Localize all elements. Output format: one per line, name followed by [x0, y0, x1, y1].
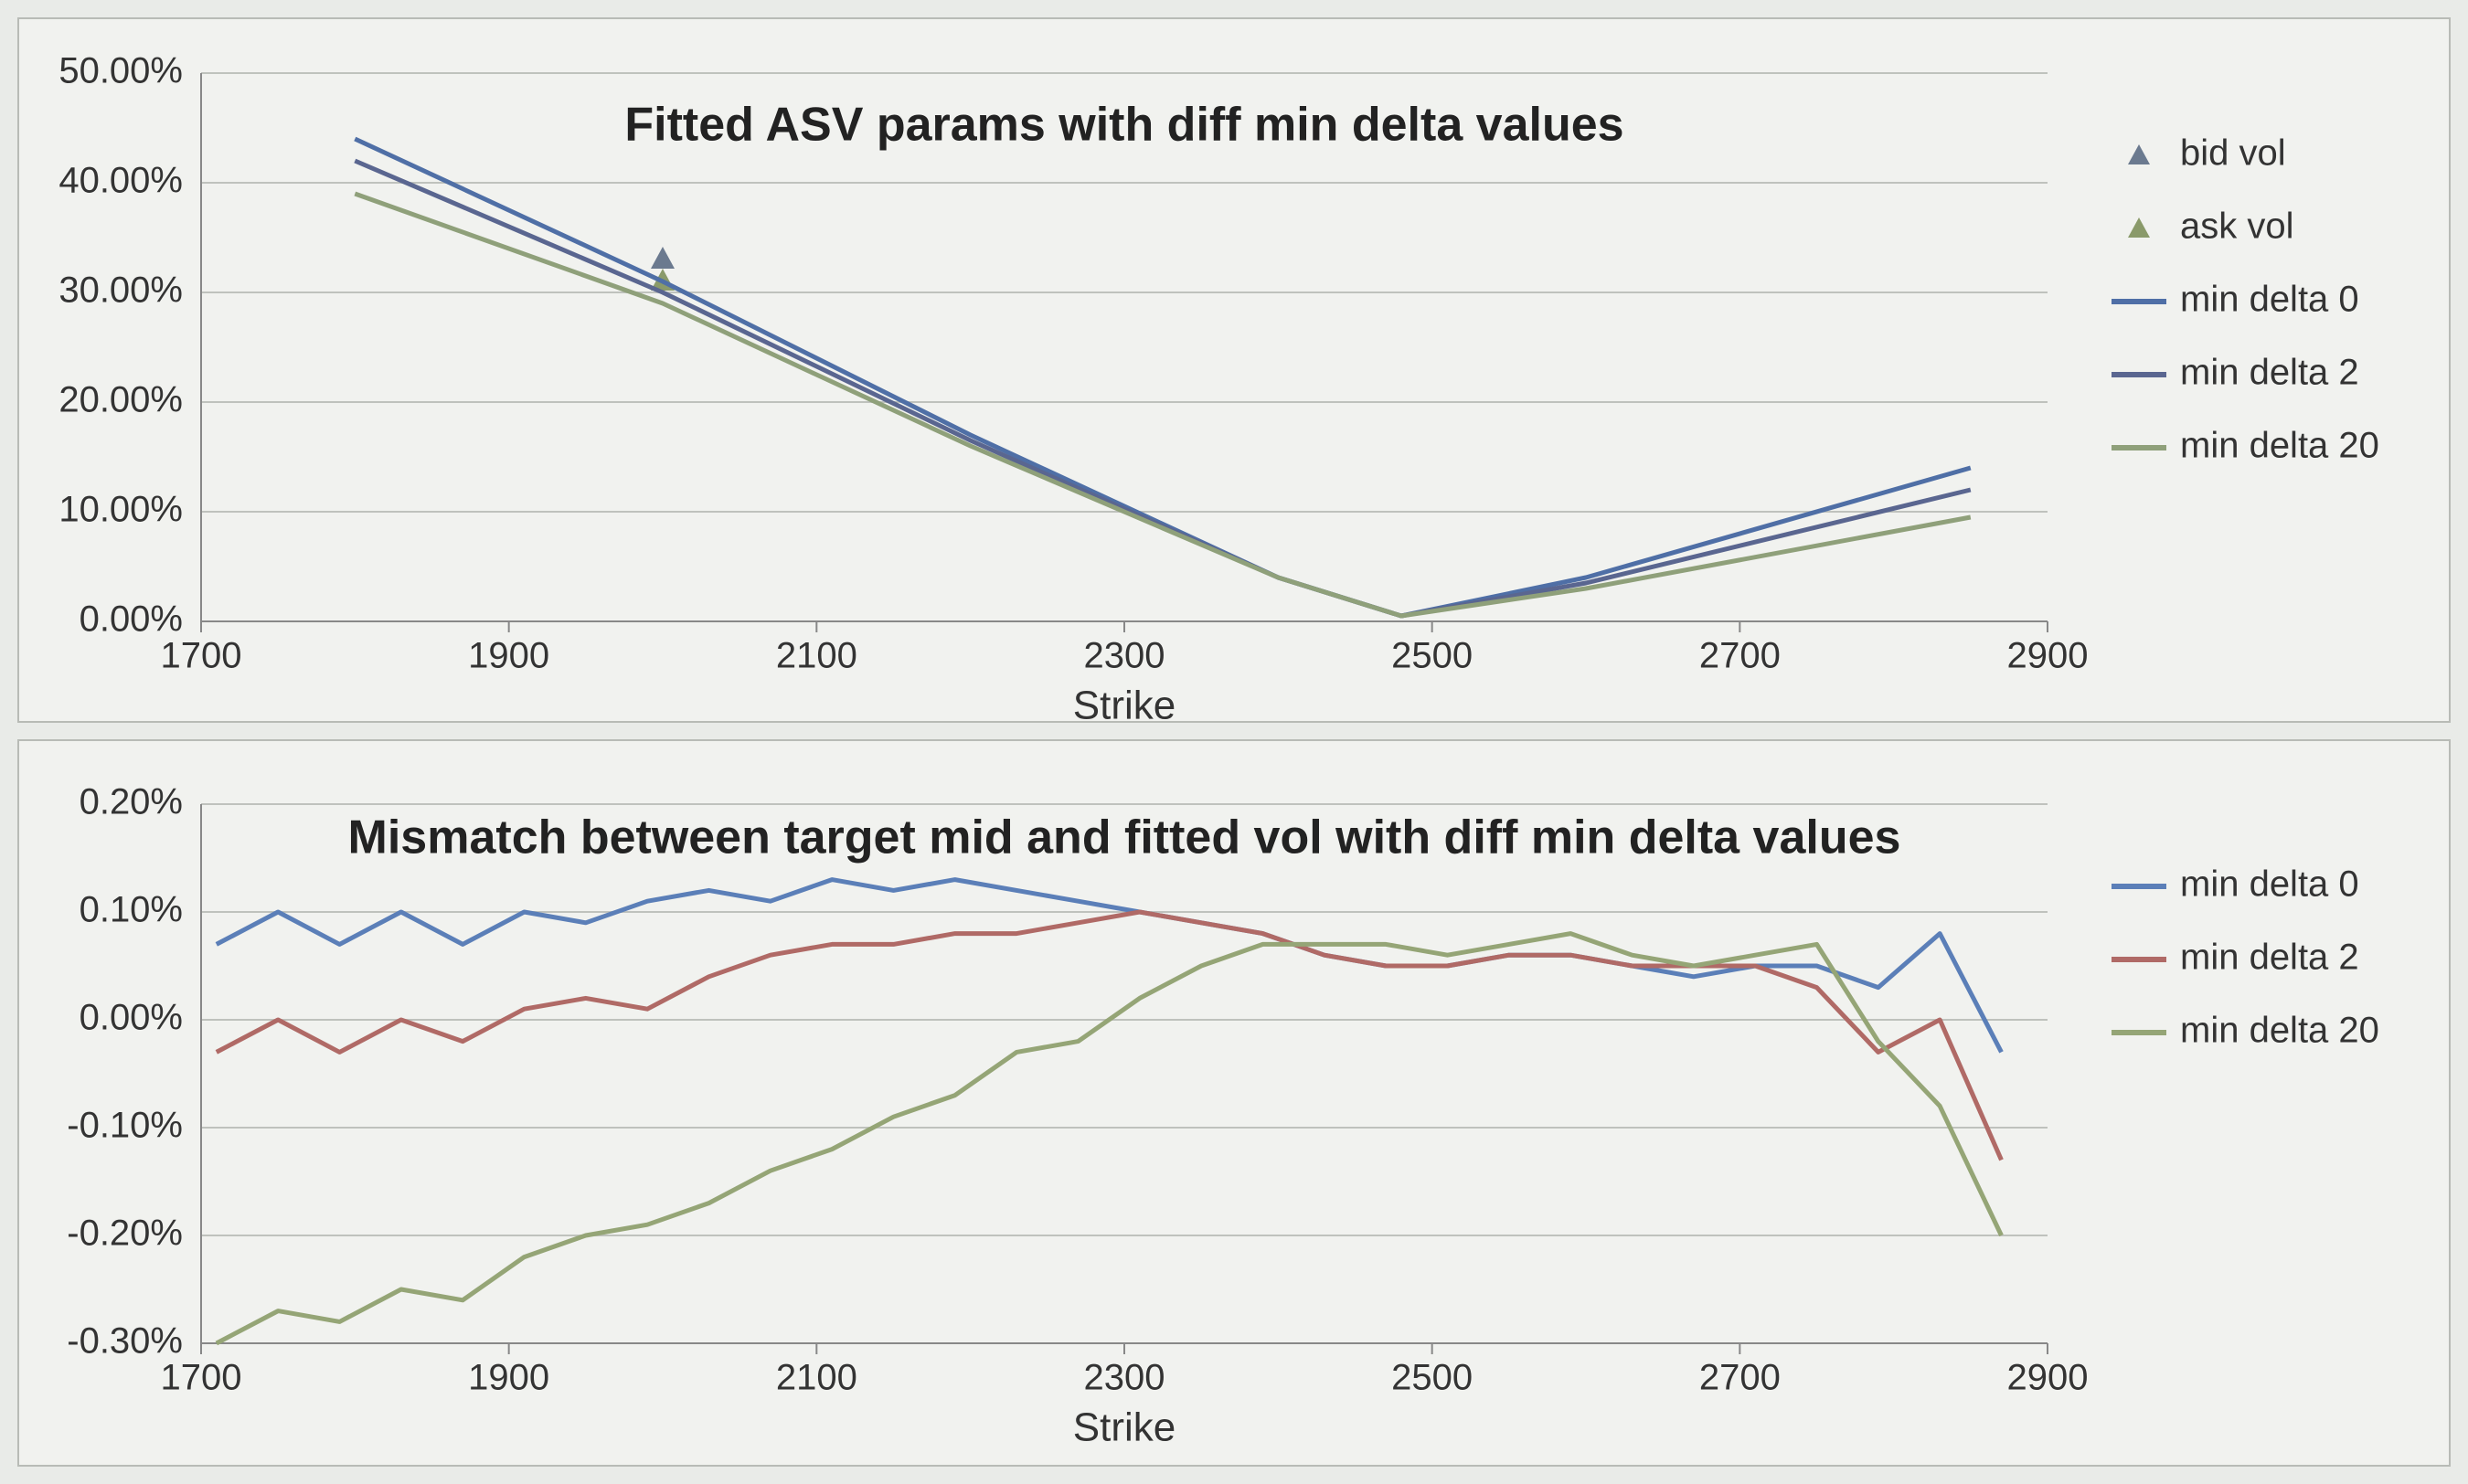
x-tick-label: 2300 [1084, 1358, 1165, 1398]
data-marker [651, 247, 675, 269]
legend-label: min delta 0 [2180, 280, 2359, 320]
x-tick-label: 2500 [1391, 636, 1473, 676]
legend-label: min delta 0 [2180, 864, 2359, 905]
chart-title: Mismatch between target mid and fitted v… [348, 811, 1901, 864]
legend-swatch [2128, 217, 2150, 238]
chart-title: Fitted ASV params with diff min delta va… [624, 99, 1623, 152]
x-tick-label: 2900 [2007, 636, 2089, 676]
x-axis-title: Strike [1073, 684, 1175, 728]
y-tick-label: 30.00% [59, 270, 183, 311]
y-tick-label: -0.10% [67, 1106, 183, 1146]
y-tick-label: 0.00% [80, 599, 183, 640]
x-tick-label: 2100 [776, 1358, 857, 1398]
y-tick-label: 40.00% [59, 161, 183, 201]
legend-swatch [2128, 144, 2150, 164]
chart-panel [17, 17, 2451, 723]
y-tick-label: -0.30% [67, 1321, 183, 1362]
x-tick-label: 1900 [468, 636, 549, 676]
x-tick-label: 2700 [1699, 1358, 1781, 1398]
y-tick-label: 0.10% [80, 890, 183, 930]
chart-panel [17, 739, 2451, 1467]
x-tick-label: 2100 [776, 636, 857, 676]
y-tick-label: 20.00% [59, 380, 183, 420]
x-tick-label: 1900 [468, 1358, 549, 1398]
legend-label: min delta 20 [2180, 426, 2379, 466]
legend-label: min delta 20 [2180, 1011, 2379, 1051]
x-axis-title: Strike [1073, 1405, 1175, 1450]
legend-label: ask vol [2180, 207, 2294, 247]
y-tick-label: 0.20% [80, 782, 183, 822]
legend-label: min delta 2 [2180, 938, 2359, 978]
x-tick-label: 2700 [1699, 636, 1781, 676]
y-tick-label: 50.00% [59, 51, 183, 91]
y-tick-label: 10.00% [59, 490, 183, 530]
x-tick-label: 2500 [1391, 1358, 1473, 1398]
x-tick-label: 2300 [1084, 636, 1165, 676]
x-tick-label: 1700 [161, 1358, 242, 1398]
data-line [215, 877, 2004, 1054]
y-tick-label: 0.00% [80, 998, 183, 1038]
x-tick-label: 1700 [161, 636, 242, 676]
legend-label: bid vol [2180, 133, 2286, 174]
data-line [215, 931, 2004, 1346]
legend-label: min delta 2 [2180, 353, 2359, 393]
y-tick-label: -0.20% [67, 1214, 183, 1254]
x-tick-label: 2900 [2007, 1358, 2089, 1398]
data-line [354, 191, 1972, 619]
